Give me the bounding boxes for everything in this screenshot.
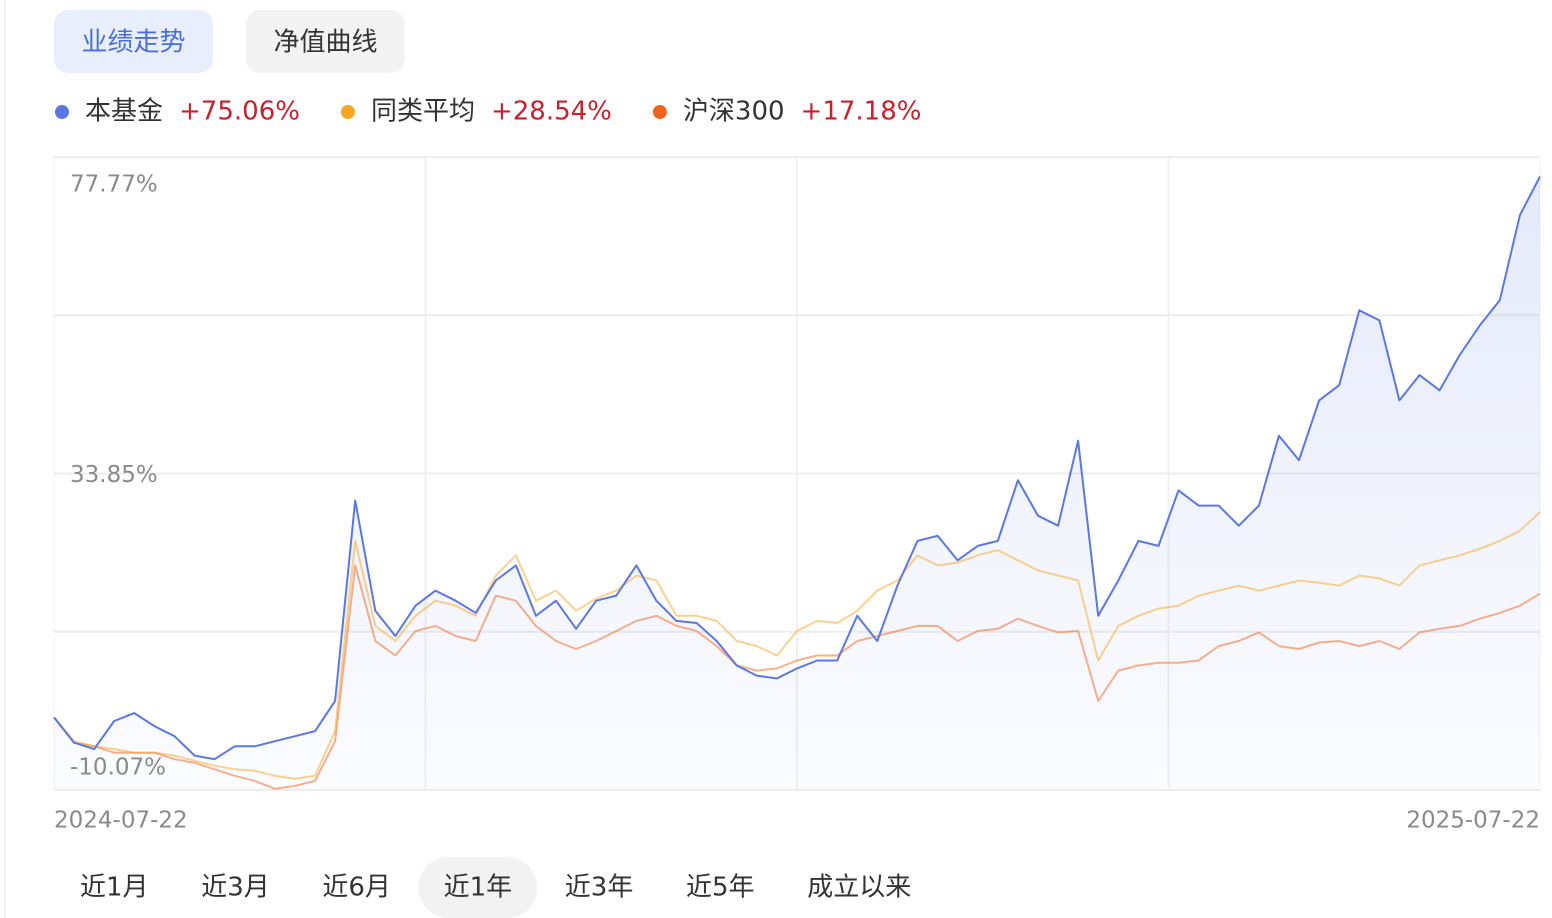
tab[interactable] xyxy=(54,10,213,73)
legend-dot xyxy=(652,105,667,119)
legend-return: +17.18% xyxy=(801,97,922,127)
period-button-label[interactable]: 近6月 xyxy=(322,873,391,903)
series-line xyxy=(53,511,1541,780)
y-tick-label: 33.85% xyxy=(70,462,158,488)
period-button-label[interactable]: 成立以来 xyxy=(807,873,911,903)
legend-name: 沪深300 xyxy=(683,97,785,127)
y-tick-label: 77.77% xyxy=(70,172,158,198)
legend-name: 本基金 xyxy=(85,97,163,127)
tab-label[interactable]: 净值曲线 xyxy=(273,28,377,58)
period-button-label[interactable]: 近1月 xyxy=(80,873,149,903)
tab[interactable] xyxy=(246,10,405,73)
period-button-label[interactable]: 近1年 xyxy=(444,873,513,903)
tab-label[interactable]: 业绩走势 xyxy=(81,28,185,58)
period-button-label[interactable]: 近3年 xyxy=(565,873,634,903)
legend-return: +75.06% xyxy=(179,97,300,127)
legend-dot xyxy=(55,105,69,119)
period-button-label[interactable]: 近5年 xyxy=(686,873,755,903)
area-fill xyxy=(54,176,1540,790)
period-button-label[interactable]: 近3月 xyxy=(201,873,270,903)
legend-return: +28.54% xyxy=(491,97,612,127)
x-tick-label: 2025-07-22 xyxy=(1406,808,1540,834)
legend-name: 同类平均 xyxy=(371,97,475,127)
series-line xyxy=(53,176,1541,761)
series-line xyxy=(53,564,1541,790)
legend-dot xyxy=(340,105,355,119)
x-tick-label: 2024-07-22 xyxy=(54,808,188,834)
period-button-selected[interactable] xyxy=(418,857,538,918)
